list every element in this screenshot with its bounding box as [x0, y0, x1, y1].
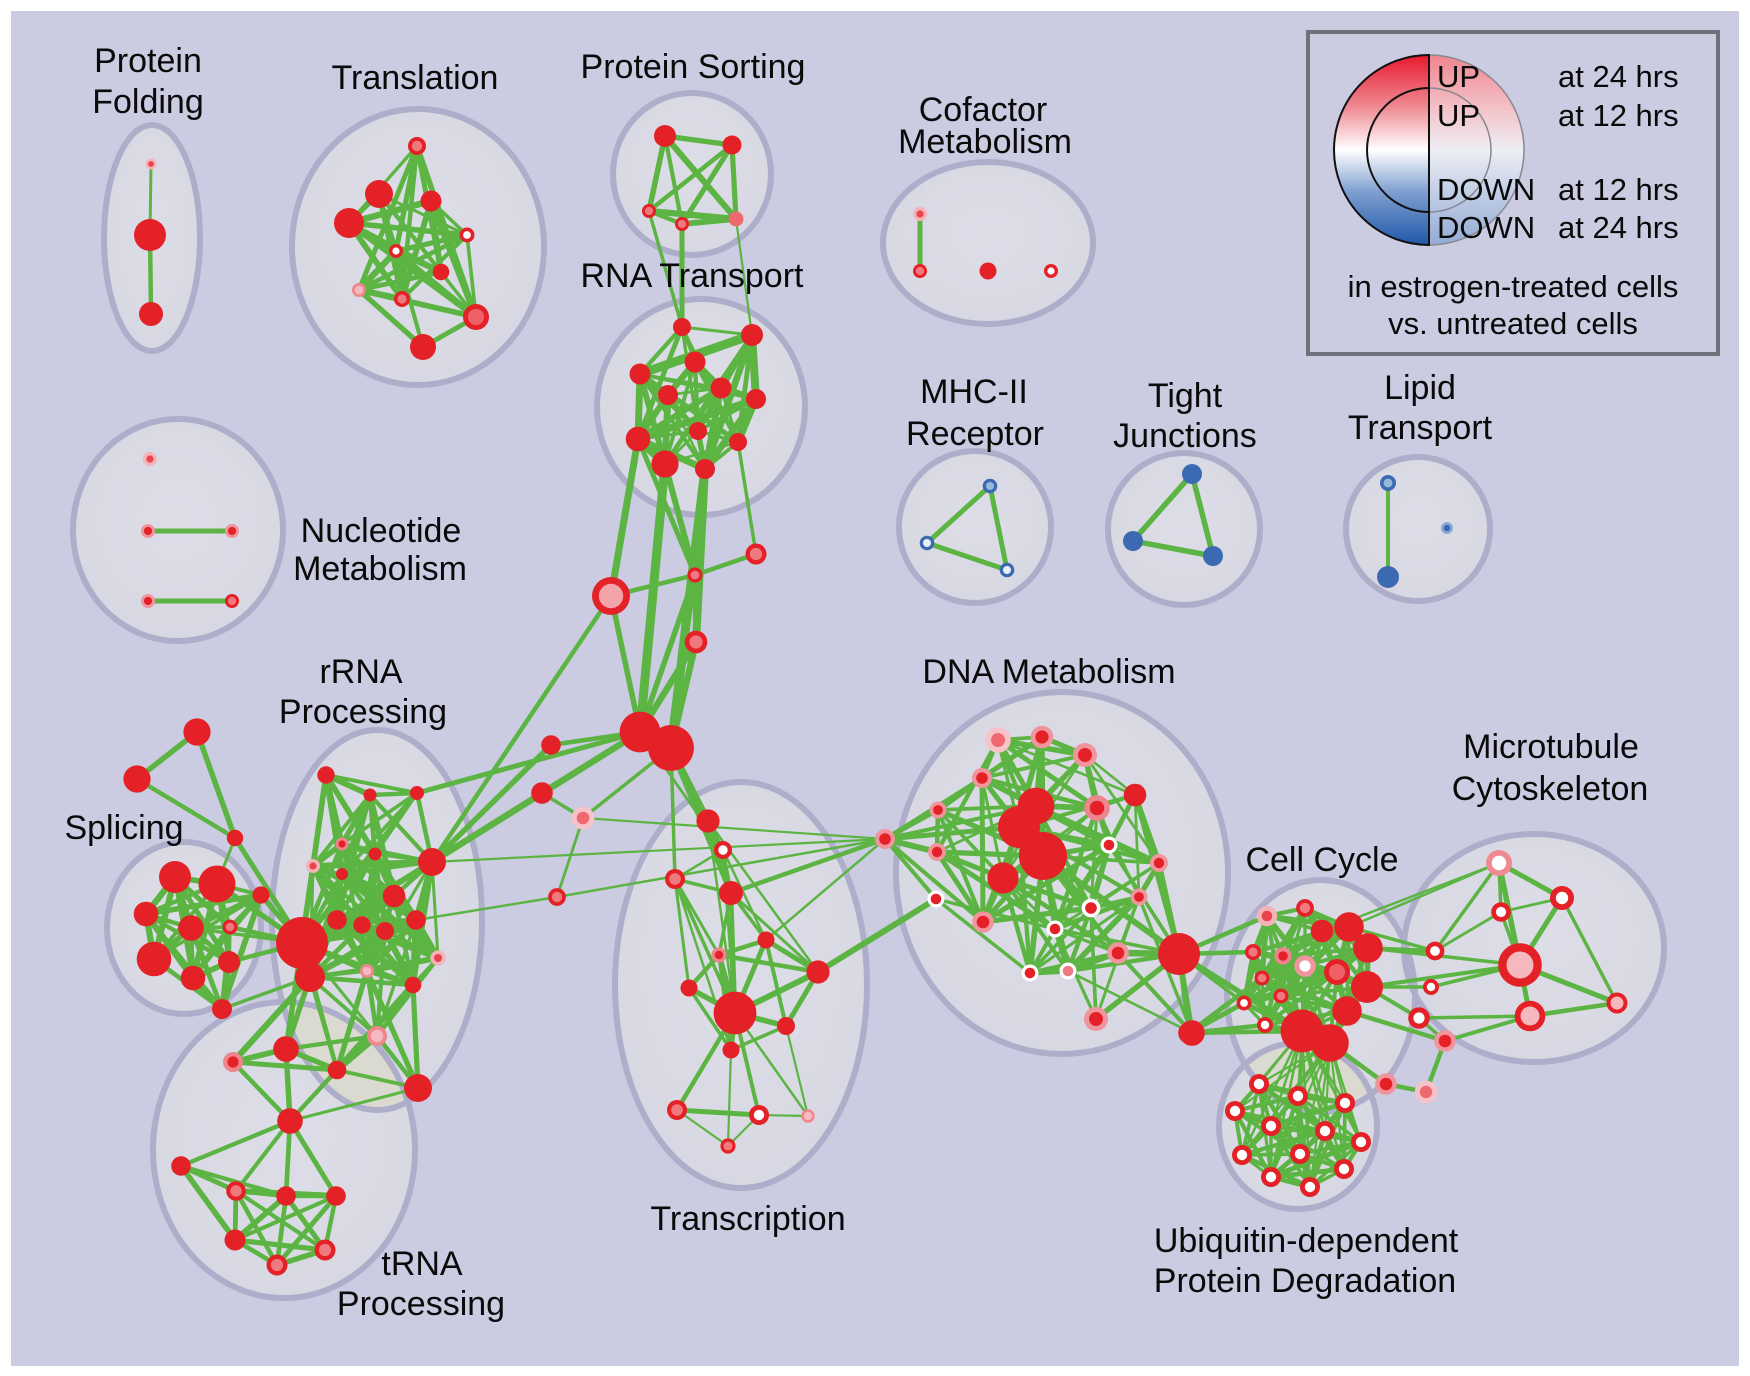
svg-text:at 12 hrs: at 12 hrs — [1558, 172, 1679, 207]
svg-text:at 24 hrs: at 24 hrs — [1558, 210, 1679, 245]
svg-text:Transport: Transport — [1348, 409, 1493, 447]
svg-text:tRNA: tRNA — [381, 1245, 463, 1283]
svg-text:Cell Cycle: Cell Cycle — [1245, 841, 1398, 879]
svg-text:DOWN: DOWN — [1437, 210, 1535, 245]
svg-text:Nucleotide: Nucleotide — [301, 512, 462, 550]
svg-text:Tight: Tight — [1148, 377, 1223, 415]
svg-text:DNA Metabolism: DNA Metabolism — [922, 653, 1175, 691]
svg-text:Metabolism: Metabolism — [898, 123, 1072, 161]
svg-text:UP: UP — [1437, 98, 1480, 133]
svg-text:Microtubule: Microtubule — [1463, 728, 1639, 766]
svg-text:Processing: Processing — [279, 693, 447, 731]
svg-text:Folding: Folding — [92, 83, 204, 121]
svg-text:Ubiquitin-dependent: Ubiquitin-dependent — [1154, 1222, 1459, 1260]
svg-text:Splicing: Splicing — [64, 809, 183, 847]
svg-text:Protein Sorting: Protein Sorting — [581, 48, 806, 86]
svg-text:Metabolism: Metabolism — [293, 550, 467, 588]
svg-text:vs. untreated cells: vs. untreated cells — [1388, 306, 1638, 341]
svg-text:DOWN: DOWN — [1437, 172, 1535, 207]
svg-text:Cofactor: Cofactor — [919, 91, 1048, 129]
svg-text:at 12 hrs: at 12 hrs — [1558, 98, 1679, 133]
svg-text:Cytoskeleton: Cytoskeleton — [1452, 770, 1649, 808]
svg-text:Protein: Protein — [94, 42, 202, 80]
svg-text:Receptor: Receptor — [906, 415, 1044, 453]
svg-text:Lipid: Lipid — [1384, 369, 1456, 407]
svg-text:rRNA: rRNA — [319, 653, 402, 691]
svg-text:UP: UP — [1437, 59, 1480, 94]
svg-text:Protein Degradation: Protein Degradation — [1154, 1262, 1456, 1300]
svg-text:MHC-II: MHC-II — [920, 373, 1028, 411]
svg-text:RNA Transport: RNA Transport — [581, 257, 805, 295]
svg-text:Processing: Processing — [337, 1285, 505, 1323]
svg-text:Junctions: Junctions — [1113, 417, 1257, 455]
svg-text:Translation: Translation — [332, 59, 499, 97]
svg-text:at 24 hrs: at 24 hrs — [1558, 59, 1679, 94]
svg-text:Transcription: Transcription — [650, 1200, 845, 1238]
svg-text:in estrogen-treated cells: in estrogen-treated cells — [1348, 269, 1679, 304]
